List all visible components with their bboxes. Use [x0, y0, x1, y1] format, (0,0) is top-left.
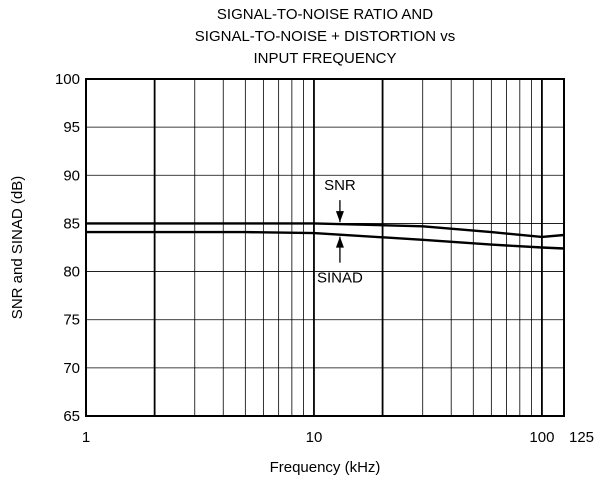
y-tick-label: 80: [63, 264, 80, 281]
tick-layer: 65 70 75 80 85 90 95 100 1 10 100 125: [55, 71, 594, 446]
x-tick-label: 100: [529, 429, 554, 446]
y-axis-label: SNR and SINAD (dB): [9, 176, 26, 319]
x-tick-label: 125: [569, 429, 594, 446]
annotation-layer: SNR SINAD: [317, 177, 363, 287]
plot-frame: [85, 78, 565, 417]
y-tick-label: 70: [63, 360, 80, 377]
series-layer: [86, 222, 565, 250]
y-tick-label: 95: [63, 119, 80, 136]
x-tick-label: 10: [306, 429, 323, 446]
y-tick-label: 85: [63, 215, 80, 232]
x-tick-label: 1: [82, 429, 90, 446]
y-tick-label: 65: [63, 408, 80, 425]
series-line-snr: [86, 222, 565, 239]
y-tick-label: 90: [63, 167, 80, 184]
series-line-sinad: [86, 230, 565, 250]
y-tick-label: 100: [55, 71, 80, 88]
annotation-arrowhead-snr: [335, 211, 344, 223]
chart-title-line-1: SIGNAL-TO-NOISE RATIO AND: [216, 6, 434, 23]
x-axis-label: Frequency (kHz): [270, 459, 381, 476]
grid-layer: [86, 79, 564, 416]
y-tick-label: 75: [63, 312, 80, 329]
annotation-label-sinad: SINAD: [317, 270, 363, 287]
chart-title-line-2: SIGNAL-TO-NOISE + DISTORTION vs: [194, 28, 456, 45]
chart-title-line-3: INPUT FREQUENCY: [253, 50, 397, 67]
annotation-arrowhead-sinad: [335, 236, 344, 248]
annotation-label-snr: SNR: [324, 177, 356, 194]
